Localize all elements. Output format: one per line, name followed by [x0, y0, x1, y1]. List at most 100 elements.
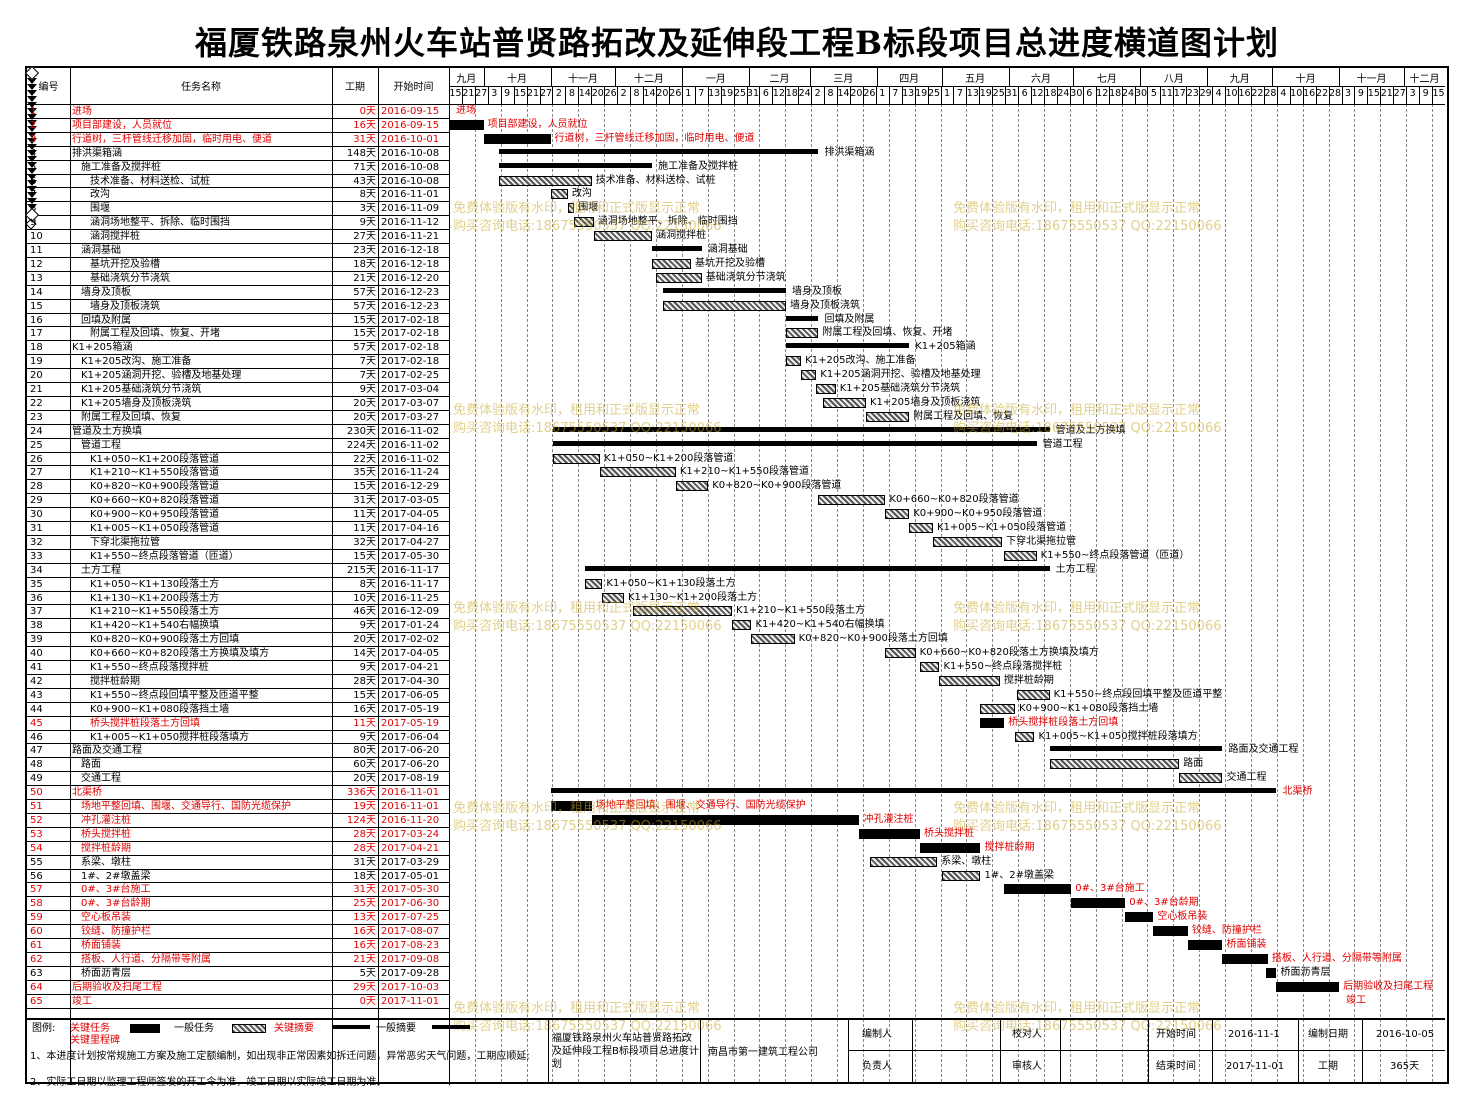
- grid-line: [552, 104, 554, 1082]
- bar-label: 北渠桥: [1282, 786, 1313, 798]
- task-id: 10: [30, 231, 43, 243]
- bar-label: 涵洞搅拌桩: [656, 230, 707, 242]
- bar-label: 行道树，三杆管线迁移加固，临时用电、便道: [554, 132, 755, 144]
- bar-label: 土方工程: [1055, 563, 1096, 575]
- day-divider: [1302, 86, 1304, 104]
- day-divider: [772, 86, 774, 104]
- task-start: 2017-04-21: [381, 842, 440, 854]
- day-divider: [1108, 86, 1110, 104]
- row-rule: [27, 437, 449, 439]
- day-tick: 9: [1422, 88, 1429, 99]
- footer-project: 福厦铁路泉州火车站普贤路拓改及延伸段工程B标段项目总进度计划: [552, 1033, 699, 1070]
- note-1: 1、本进度计划按常规施工方案及施工定额编制，如出现非正常因素如拆迁问题，异常恶劣…: [30, 1051, 530, 1062]
- task-id: 28: [30, 481, 43, 493]
- day-divider: [1289, 86, 1291, 104]
- task-start: 2016-12-23: [381, 286, 440, 298]
- bar-label: K1+205涵洞开挖、验槽及地基处理: [820, 369, 981, 381]
- task-duration: 18天: [353, 258, 376, 270]
- day-tick: 14: [578, 88, 591, 99]
- day-divider: [1031, 86, 1033, 104]
- day-divider: [1134, 86, 1136, 104]
- day-tick: 16: [1303, 88, 1316, 99]
- task-duration: 15天: [353, 550, 376, 562]
- task-id: 55: [30, 856, 43, 868]
- day-tick: 21: [462, 88, 475, 99]
- grid-line: [759, 104, 761, 1082]
- bar-label: 附属工程及回填、恢复: [913, 410, 1014, 422]
- bar-label: K1+205墙身及顶板浇筑: [869, 396, 981, 408]
- bar-label: 墙身及顶板: [792, 285, 843, 297]
- task-duration: 16天: [353, 703, 376, 715]
- column-divider: [70, 68, 71, 1085]
- task-duration: 18天: [353, 870, 376, 882]
- task-id: 2: [30, 119, 37, 131]
- summary-end-cap: [27, 180, 37, 186]
- task-start: 2016-11-12: [381, 217, 440, 229]
- task-start: 2017-06-20: [381, 745, 440, 757]
- task-id: 45: [30, 717, 43, 729]
- day-tick: 30: [1134, 88, 1148, 99]
- row-rule: [27, 687, 449, 689]
- task-name: 涵洞场地整平、拆除、临时围挡: [90, 217, 230, 229]
- task-duration: 31天: [353, 495, 376, 507]
- task-id: 56: [30, 870, 43, 882]
- legend-csum-label: 关键摘要: [274, 1023, 314, 1034]
- task-id: 13: [30, 272, 43, 284]
- bar-label: 管道及土方换填: [1055, 424, 1126, 436]
- day-tick: 9: [504, 88, 511, 99]
- summary-end-cap: [27, 108, 37, 114]
- day-divider: [837, 86, 839, 104]
- task-duration: 15天: [353, 328, 376, 340]
- day-tick: 2: [814, 88, 821, 99]
- task-duration: 57天: [353, 286, 376, 298]
- bar-label: K0+900~K0+950段落管道: [913, 508, 1043, 520]
- footer-divider: [700, 1018, 701, 1082]
- month-divider: [1140, 68, 1142, 86]
- row-rule: [27, 423, 449, 425]
- month-divider: [1272, 68, 1274, 86]
- day-tick: 18: [1044, 88, 1057, 99]
- task-start: 2016-10-08: [381, 147, 440, 159]
- bar-label: 桥头搅拌桩段落土方回填: [1008, 716, 1119, 728]
- task-name: 桥面沥青层: [81, 967, 131, 979]
- day-tick: 14: [837, 88, 850, 99]
- day-tick: 3: [491, 88, 498, 99]
- bar-label: K1+550~终点段落管道（匝道）: [1040, 549, 1190, 561]
- bar-label: K0+900~K1+080段落挡土墙: [1019, 702, 1159, 714]
- column-divider: [449, 68, 450, 1085]
- task-start: 2017-04-21: [381, 662, 440, 673]
- task-name: K0+900~K1+080段落挡土墙: [90, 703, 230, 715]
- summary-start-cap: [27, 114, 37, 120]
- task-id: 25: [30, 439, 43, 451]
- task-id: 36: [30, 592, 43, 604]
- task-start: 2016-11-17: [381, 578, 440, 590]
- task-name: K1+210~K1+550段落管道: [90, 467, 220, 479]
- grid-line: [785, 104, 787, 1082]
- task-id: 17: [30, 328, 43, 340]
- row-rule: [27, 368, 449, 370]
- day-divider: [824, 86, 826, 104]
- critical-task-bar: [1004, 884, 1072, 895]
- summary-end-cap: [27, 132, 37, 138]
- task-name: 竣工: [72, 995, 92, 1007]
- bar-label: K1+210~K1+550段落管道: [679, 466, 809, 478]
- day-tick: 7: [698, 88, 705, 99]
- footer-divider: [1212, 1018, 1213, 1082]
- grid-line: [862, 104, 864, 1082]
- task-duration: 57天: [353, 342, 376, 354]
- task-start: 2017-08-07: [381, 926, 440, 938]
- task-duration: 14天: [353, 648, 376, 660]
- month-label: 九月: [1229, 74, 1250, 85]
- bar-label: K1+550~终点段回填平整及匝道平整: [1053, 688, 1223, 700]
- task-start: 2016-11-02: [381, 453, 440, 465]
- day-tick: 15: [449, 88, 462, 99]
- critical-task-bar: [1153, 926, 1188, 937]
- day-divider: [552, 86, 554, 104]
- bar-label: 冲孔灌注桩: [863, 813, 914, 825]
- task-start: 2016-11-02: [381, 439, 440, 451]
- task-name: 基础浇筑分节浇筑: [90, 272, 170, 284]
- grid-line: [1121, 104, 1123, 1082]
- summary-start-cap: [27, 150, 37, 156]
- summary-bar: [552, 426, 1050, 432]
- day-tick: 18: [1109, 88, 1122, 99]
